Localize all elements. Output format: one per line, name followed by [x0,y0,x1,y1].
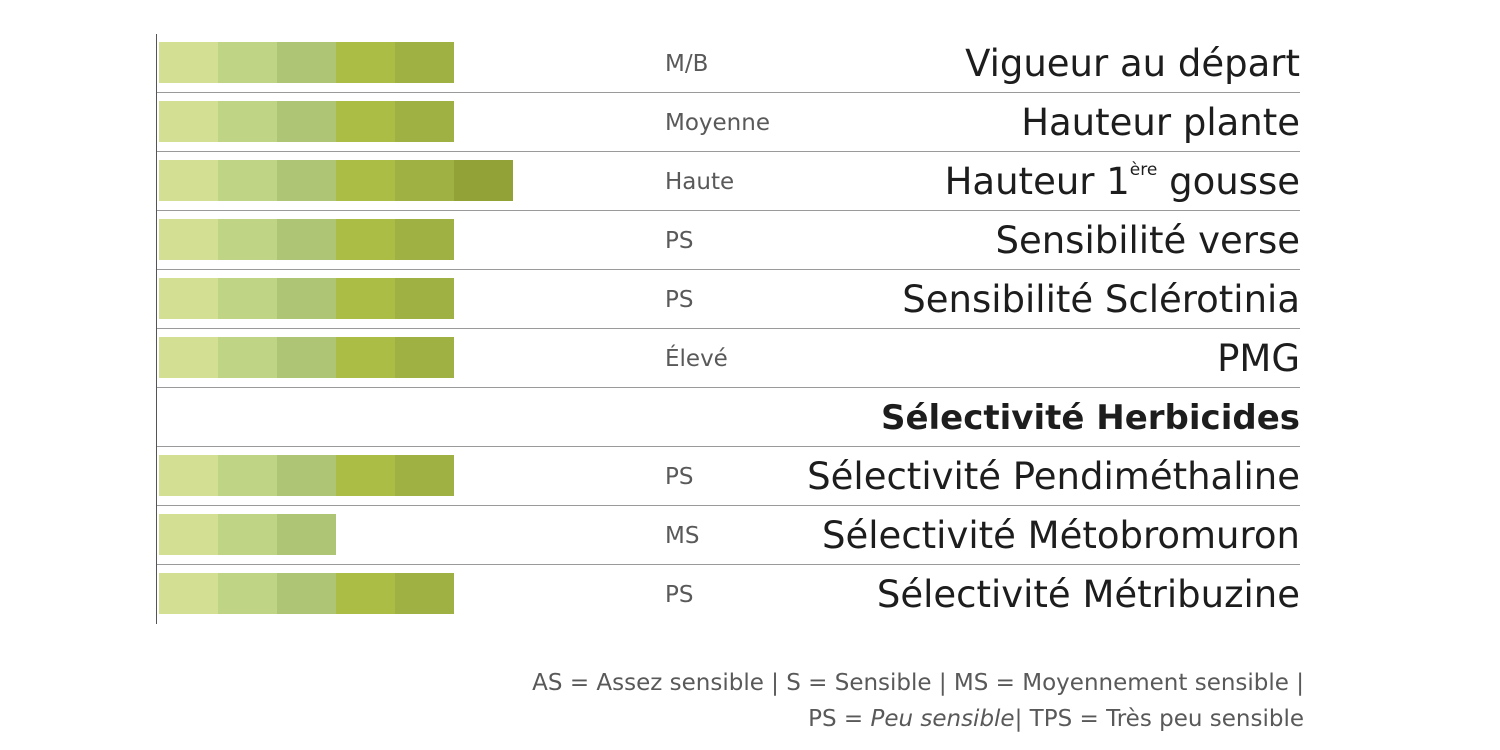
rating-bar [159,455,454,496]
chart-row: M/B Vigueur au départ [157,34,1300,93]
rating-bar-segment [277,278,336,319]
rating-bar-segment [277,219,336,260]
rating-bar [159,101,454,142]
chart-row: Sélectivité Herbicides [157,388,1300,447]
rating-label: PS [665,464,694,490]
rating-bar-segment [277,573,336,614]
criterion-label-superscript: ère [1129,160,1158,180]
criterion-label: Sensibilité verse [995,219,1300,262]
criterion-label: Hauteur 1ère gousse [944,160,1300,203]
chart-row: MS Sélectivité Métobromuron [157,506,1300,565]
rating-bar-segment [218,337,277,378]
rating-bar-segment [395,455,454,496]
legend-line-2-prefix: PS = [808,706,871,732]
rating-bar-segment [159,219,218,260]
rating-bar-segment [395,219,454,260]
rating-bar-segment [454,160,513,201]
rating-bar-segment [395,42,454,83]
rating-bar-segment [395,101,454,142]
rating-bar-segment [395,337,454,378]
row-divider [157,269,1300,270]
rating-bar-segment [336,337,395,378]
rating-bar-segment [395,573,454,614]
chart-row: PS Sélectivité Pendiméthaline [157,447,1300,506]
legend-line-2-italic: Peu sensible [870,706,1015,732]
row-divider [157,387,1300,388]
rating-label: Élevé [665,346,728,372]
row-divider [157,564,1300,565]
criterion-label: PMG [1217,337,1300,380]
rating-bar-segment [218,455,277,496]
rating-bar-segment [159,514,218,555]
rating-bar-segment [218,219,277,260]
rating-bar-segment [277,101,336,142]
rating-label: PS [665,287,694,313]
legend-line-1: AS = Assez sensible | S = Sensible | MS … [532,670,1304,696]
rating-label: M/B [665,51,709,77]
rating-label: Moyenne [665,110,770,136]
criterion-label: Sélectivité Métobromuron [822,514,1300,557]
chart-row: Haute Hauteur 1ère gousse [157,152,1300,211]
rating-bar-segment [336,455,395,496]
legend-line-2-suffix: | TPS = Très peu sensible [1014,706,1304,732]
rating-bar-segment [395,278,454,319]
chart-row: Moyenne Hauteur plante [157,93,1300,152]
rating-bar-segment [336,160,395,201]
rating-bar-segment [159,337,218,378]
rating-bar [159,278,454,319]
chart-row: PS Sensibilité Sclérotinia [157,270,1300,329]
criterion-label: Hauteur plante [1021,101,1300,144]
rating-bar-segment [159,101,218,142]
criterion-label: Sélectivité Métribuzine [876,573,1300,616]
row-divider [157,92,1300,93]
chart-row: PS Sélectivité Métribuzine [157,565,1300,624]
rating-label: MS [665,523,700,549]
row-divider [157,505,1300,506]
rating-bar-segment [277,455,336,496]
rating-bar-segment [277,42,336,83]
rating-bar-segment [218,278,277,319]
rating-bar-segment [277,514,336,555]
rating-bar-segment [218,573,277,614]
rating-bar-segment [277,337,336,378]
vertical-axis-line [156,34,157,624]
rating-bar-segment [218,514,277,555]
criterion-label: Sélectivité Pendiméthaline [807,455,1300,498]
rating-bar-segment [159,42,218,83]
rating-bar-segment [159,455,218,496]
criterion-label: Sensibilité Sclérotinia [902,278,1300,321]
rating-bar [159,514,336,555]
rating-bar [159,42,454,83]
rating-bar-segment [159,278,218,319]
rating-bar-segment [218,160,277,201]
criterion-label: Vigueur au départ [965,42,1300,85]
rating-bar-segment [159,573,218,614]
chart-row: Élevé PMG [157,329,1300,388]
chart-row: PS Sensibilité verse [157,211,1300,270]
rating-bar-segment [336,219,395,260]
rating-bar-segment [277,160,336,201]
rating-bar-segment [159,160,218,201]
rating-bar-segment [218,42,277,83]
rating-label: PS [665,228,694,254]
rating-bar-segment [336,101,395,142]
legend-line-2: PS = Peu sensible| TPS = Très peu sensib… [808,706,1304,732]
row-divider [157,446,1300,447]
rating-bar [159,573,454,614]
rating-bar-segment [218,101,277,142]
rating-bar [159,160,513,201]
rating-bar-segment [336,42,395,83]
row-divider [157,328,1300,329]
rating-bar-segment [336,278,395,319]
rating-label: PS [665,582,694,608]
row-divider [157,210,1300,211]
rating-bar-segment [336,573,395,614]
rating-bar-segment [395,160,454,201]
section-heading: Sélectivité Herbicides [880,398,1300,438]
rating-label: Haute [665,169,735,195]
rating-bar [159,219,454,260]
rating-bar [159,337,454,378]
row-divider [157,151,1300,152]
